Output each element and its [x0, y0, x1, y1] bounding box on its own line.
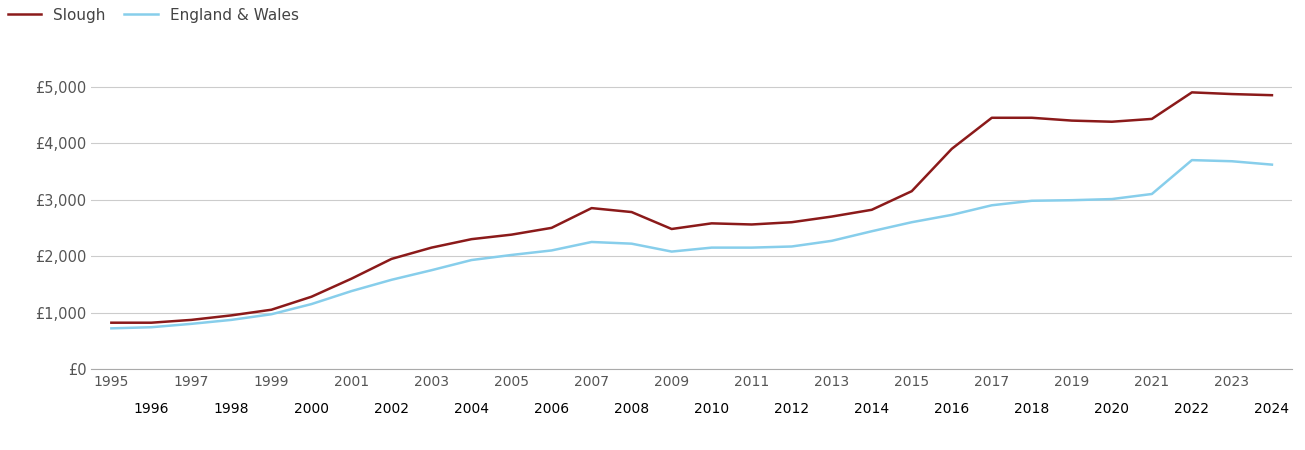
England & Wales: [223, 317, 239, 323]
England & Wales: [1104, 196, 1120, 202]
England & Wales: [944, 212, 959, 218]
England & Wales: [184, 321, 200, 327]
England & Wales: [984, 202, 1000, 208]
England & Wales: [664, 249, 680, 254]
England & Wales: [744, 245, 760, 250]
Slough: [984, 115, 1000, 121]
Legend: Slough, England & Wales: Slough, England & Wales: [8, 8, 299, 22]
Slough: [103, 320, 119, 325]
England & Wales: [904, 220, 920, 225]
Slough: [184, 317, 200, 323]
England & Wales: [264, 311, 279, 317]
England & Wales: [103, 326, 119, 331]
England & Wales: [1224, 158, 1240, 164]
Slough: [583, 205, 599, 211]
England & Wales: [424, 267, 440, 273]
Slough: [343, 276, 359, 281]
Slough: [1184, 90, 1199, 95]
Slough: [424, 245, 440, 250]
Slough: [384, 256, 399, 261]
Slough: [1024, 115, 1040, 121]
Slough: [784, 220, 800, 225]
Slough: [1104, 119, 1120, 125]
Slough: [664, 226, 680, 232]
England & Wales: [1024, 198, 1040, 203]
England & Wales: [304, 302, 320, 307]
England & Wales: [343, 288, 359, 294]
England & Wales: [864, 229, 880, 234]
Slough: [823, 214, 839, 219]
Slough: [624, 209, 639, 215]
Slough: [1144, 116, 1160, 122]
England & Wales: [703, 245, 719, 250]
England & Wales: [463, 257, 479, 263]
England & Wales: [823, 238, 839, 243]
England & Wales: [583, 239, 599, 245]
Slough: [544, 225, 560, 230]
England & Wales: [784, 244, 800, 249]
England & Wales: [1064, 198, 1079, 203]
England & Wales: [1144, 191, 1160, 197]
Slough: [504, 232, 519, 237]
England & Wales: [1184, 158, 1199, 163]
Slough: [703, 220, 719, 226]
England & Wales: [1265, 162, 1280, 167]
Slough: [304, 294, 320, 299]
Slough: [223, 313, 239, 318]
Slough: [944, 146, 959, 152]
England & Wales: [504, 252, 519, 258]
Line: Slough: Slough: [111, 92, 1272, 323]
Slough: [1064, 118, 1079, 123]
Slough: [264, 307, 279, 312]
Slough: [463, 236, 479, 242]
Slough: [744, 222, 760, 227]
Slough: [1265, 93, 1280, 98]
England & Wales: [544, 248, 560, 253]
England & Wales: [144, 324, 159, 330]
England & Wales: [624, 241, 639, 246]
Slough: [1224, 91, 1240, 97]
Line: England & Wales: England & Wales: [111, 160, 1272, 328]
Slough: [864, 207, 880, 212]
Slough: [904, 189, 920, 194]
Slough: [144, 320, 159, 325]
England & Wales: [384, 277, 399, 283]
